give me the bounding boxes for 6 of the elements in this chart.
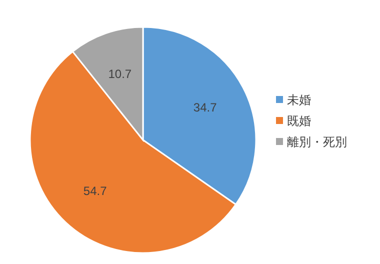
legend-label: 既婚 [287, 114, 311, 128]
legend-label: 未婚 [287, 93, 311, 107]
legend-label: 離別・死別 [287, 135, 347, 149]
data-label: 54.7 [83, 184, 108, 198]
data-label: 34.7 [193, 100, 218, 115]
data-label: 10.7 [108, 66, 132, 81]
